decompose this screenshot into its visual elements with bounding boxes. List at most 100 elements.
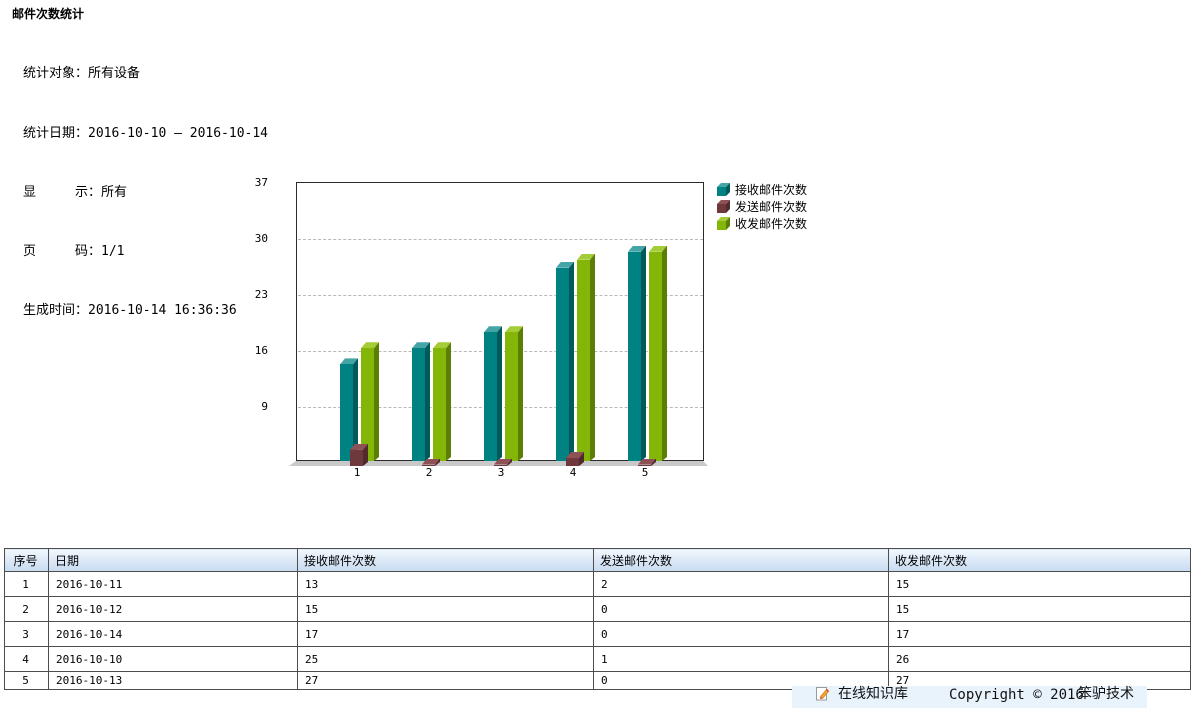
legend-item: 发送邮件次数: [717, 196, 807, 214]
bar-side-face: [579, 452, 584, 466]
bar-top-face: [350, 443, 368, 450]
table-cell: 1: [4, 571, 49, 597]
bar-side-face: [435, 459, 440, 467]
y-axis-tick-label: 23: [254, 288, 268, 301]
column-header-2: 接收邮件次数: [297, 548, 594, 572]
column-header-4: 收发邮件次数: [888, 548, 1191, 572]
table-row: 3 2016-10-14 17 0 17: [4, 621, 1191, 647]
bar-side-face: [518, 326, 523, 461]
bar-front-face: [433, 348, 446, 461]
bar-front-face: [556, 267, 569, 461]
table-cell: 4: [4, 646, 49, 672]
legend-color-cube: [717, 198, 730, 213]
bar-front-face: [350, 449, 363, 466]
column-header-1: 日期: [48, 548, 298, 572]
company-name: 笨驴技术: [1078, 686, 1134, 702]
y-axis-tick-label: 30: [254, 232, 268, 245]
knowledge-base-icon[interactable]: [816, 687, 830, 705]
legend-label: 接收邮件次数: [735, 183, 808, 197]
legend-color-cube: [717, 215, 730, 230]
table-cell: 17: [888, 621, 1191, 647]
table-row: 5 2016-10-13 27 0 27: [4, 671, 1191, 690]
bar-top-face: [340, 358, 358, 365]
chart-gridline: [298, 239, 703, 240]
x-axis-tick-label: 3: [497, 466, 505, 479]
bar-side-face: [651, 459, 656, 467]
bar-side-face: [662, 246, 667, 461]
legend-label: 收发邮件次数: [735, 217, 808, 231]
y-axis-tick-label: 9: [261, 400, 268, 413]
bar-top-face: [361, 342, 379, 349]
chart-gridline: [298, 295, 703, 296]
bar-side-face: [363, 444, 368, 466]
bar-top-face: [628, 245, 646, 252]
bar-side-face: [507, 459, 512, 467]
bar-front-face: [628, 251, 641, 461]
report-table: 序号 日期 接收邮件次数 发送邮件次数 收发邮件次数 1 2016-10-11 13 2 15 2…: [4, 548, 1191, 690]
table-cell: 1: [593, 646, 889, 672]
bar-top-face: [422, 458, 440, 465]
x-axis-tick-label: 1: [353, 466, 361, 479]
bar-top-face: [484, 326, 502, 333]
bar-front-face: [505, 332, 518, 461]
x-axis-tick-label: 5: [641, 466, 649, 479]
mail-count-bar-chart: 接收邮件次数 发送邮件次数 收发邮件次数 9 16 23 30 37 1 2 3 4 5: [254, 176, 808, 479]
y-axis-tick-label: 37: [254, 176, 268, 189]
column-header-3: 发送邮件次数: [593, 548, 889, 572]
page-footer: 在线知识库 Copyright © 2016 笨驴技术: [792, 686, 1147, 708]
table-row: 2 2016-10-12 15 0 15: [4, 596, 1191, 622]
bar-top-face: [433, 342, 451, 349]
bar-front-face: [566, 457, 579, 466]
info-line-statistics-date: 统计日期：2016-10-10 — 2016-10-14: [23, 125, 269, 141]
table-cell: 15: [888, 571, 1191, 597]
bar-front-face: [494, 464, 507, 466]
bar-top-face: [494, 458, 512, 465]
legend-item: 接收邮件次数: [717, 179, 808, 197]
legend-item: 收发邮件次数: [717, 213, 808, 231]
copyright-text: Copyright © 2016: [949, 687, 1084, 703]
bar-side-face: [569, 262, 574, 461]
table-cell: 13: [297, 571, 594, 597]
table-cell: 15: [888, 596, 1191, 622]
table-cell: 26: [888, 646, 1191, 672]
bar-front-face: [638, 464, 651, 466]
info-line-statistics-object: 统计对象：所有设备: [23, 66, 141, 82]
bar-front-face: [484, 332, 497, 461]
bar-top-face: [505, 326, 523, 333]
info-line-page-number: 页 码：1/1: [23, 243, 125, 259]
bar-side-face: [446, 342, 451, 461]
bar-side-face: [353, 358, 358, 461]
info-line-display: 显 示：所有: [23, 184, 128, 200]
table-cell: 5: [4, 671, 49, 690]
bar-top-face: [577, 253, 595, 260]
column-header-0: 序号: [4, 548, 49, 572]
bar-top-face: [649, 245, 667, 252]
x-axis-tick-label: 2: [425, 466, 433, 479]
knowledge-base-link[interactable]: 在线知识库: [838, 686, 908, 702]
bar-front-face: [649, 251, 662, 461]
table-cell: 27: [297, 671, 594, 690]
table-cell: 0: [593, 596, 889, 622]
y-axis-tick-label: 16: [254, 344, 268, 357]
table-header-row: 序号 日期 接收邮件次数 发送邮件次数 收发邮件次数: [4, 548, 1191, 572]
legend-color-cube: [717, 181, 730, 196]
bar-front-face: [361, 348, 374, 461]
bar-front-face: [340, 364, 353, 461]
bar-top-face: [412, 342, 430, 349]
bar-side-face: [497, 326, 502, 461]
table-cell: 2016-10-14: [48, 621, 298, 647]
table-cell: 3: [4, 621, 49, 647]
table-row: 1 2016-10-11 13 2 15: [4, 571, 1191, 597]
bar-side-face: [425, 342, 430, 461]
bar-top-face: [566, 451, 584, 458]
bar-top-face: [638, 458, 656, 465]
table-cell: 2016-10-11: [48, 571, 298, 597]
bar-front-face: [412, 348, 425, 461]
bar-front-face: [577, 259, 590, 461]
table-cell: 25: [297, 646, 594, 672]
bar-side-face: [590, 254, 595, 461]
page-title: 邮件次数统计: [12, 7, 85, 21]
table-row: 4 2016-10-10 25 1 26: [4, 646, 1191, 672]
bar-side-face: [641, 246, 646, 461]
